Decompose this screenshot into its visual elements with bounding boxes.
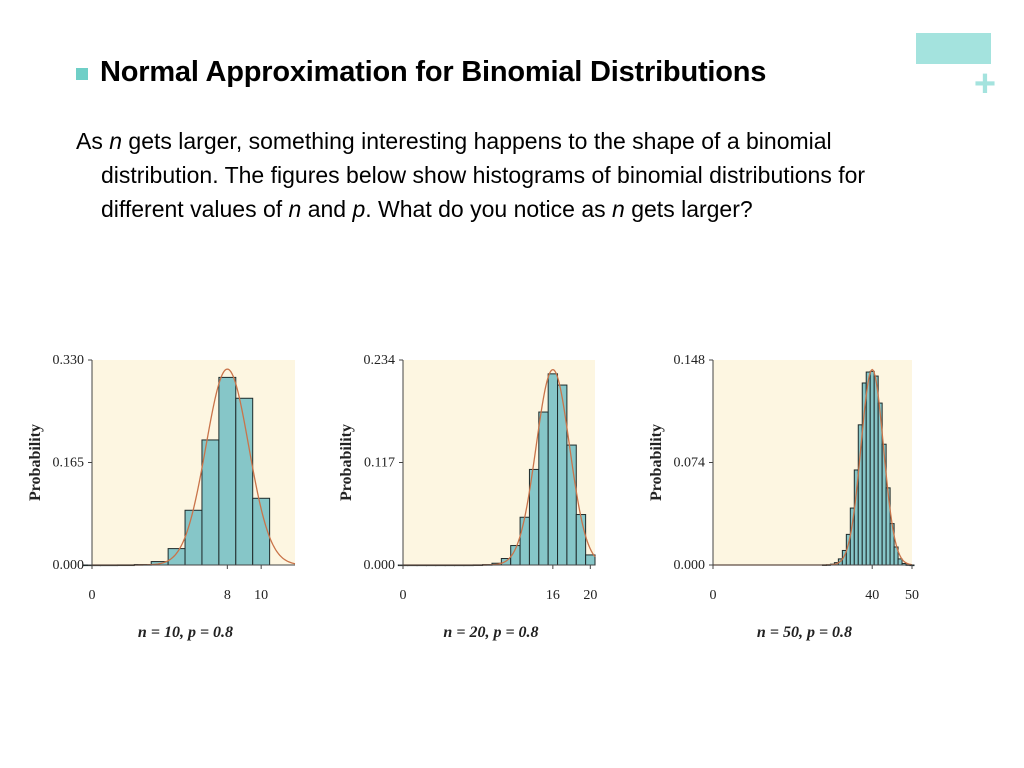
y-tick-label: 0.074 bbox=[674, 456, 706, 471]
paragraph-text: gets larger, something interesting happe… bbox=[101, 128, 866, 222]
y-tick-label: 0.000 bbox=[53, 558, 85, 573]
histogram-bar bbox=[897, 558, 903, 566]
italic-p: p bbox=[352, 196, 366, 222]
histogram-bar bbox=[557, 384, 568, 566]
x-tick-label: 16 bbox=[546, 588, 560, 603]
histogram-panel: 0.000 0.165 0.330 0 8 10 Probability n = 10, p … bbox=[0, 340, 1024, 660]
y-tick-label: 0.148 bbox=[674, 353, 706, 368]
y-tick-label: 0.165 bbox=[53, 456, 85, 471]
histogram-bar bbox=[575, 514, 587, 566]
x-tick-label: 0 bbox=[400, 588, 407, 603]
y-tick-label: 0.117 bbox=[364, 456, 395, 471]
paragraph-text: gets larger? bbox=[624, 196, 753, 222]
y-tick-label: 0.000 bbox=[674, 558, 706, 573]
histogram-bar bbox=[538, 411, 549, 566]
y-axis-label: Probability bbox=[27, 424, 44, 501]
histogram-caption: n = 10, p = 0.8 bbox=[138, 624, 233, 641]
histogram-1: 0.000 0.165 0.330 0 8 10 Probability n = 10, p … bbox=[27, 353, 296, 641]
plus-icon: + bbox=[973, 63, 997, 105]
paragraph-text: . What do you notice as bbox=[365, 196, 613, 222]
histogram-bar bbox=[547, 373, 559, 566]
histogram-bar bbox=[885, 487, 891, 566]
paragraph-text: As bbox=[76, 128, 110, 154]
slide-title-row: Normal Approximation for Binomial Distri… bbox=[76, 52, 936, 92]
histogram-bar bbox=[585, 554, 596, 566]
y-tick-label: 0.234 bbox=[364, 353, 396, 368]
histogram-bar bbox=[201, 439, 220, 566]
x-tick-label: 50 bbox=[905, 588, 919, 603]
histogram-bar bbox=[869, 370, 875, 566]
x-tick-label: 20 bbox=[583, 588, 597, 603]
histogram-bar bbox=[865, 371, 871, 566]
y-axis-label: Probability bbox=[648, 424, 665, 501]
x-tick-label: 0 bbox=[89, 588, 96, 603]
y-tick-label: 0.330 bbox=[53, 353, 85, 368]
y-axis-label: Probability bbox=[338, 424, 355, 501]
histogram-3: 0.000 0.074 0.148 0 40 50 Probability n = 50, p… bbox=[648, 353, 919, 641]
y-tick-label: 0.000 bbox=[364, 558, 396, 573]
x-tick-label: 10 bbox=[254, 588, 268, 603]
italic-n: n bbox=[288, 196, 302, 222]
histogram-bar bbox=[184, 509, 203, 566]
histogram-caption: n = 20, p = 0.8 bbox=[443, 624, 538, 641]
histogram-bar bbox=[873, 375, 879, 566]
paragraph-text: and bbox=[301, 196, 353, 222]
histogram-bar bbox=[167, 548, 186, 566]
histogram-bar bbox=[519, 516, 530, 566]
histograms-svg: 0.000 0.165 0.330 0 8 10 Probability n = 10, p … bbox=[27, 353, 919, 641]
corner-accent-block bbox=[916, 33, 991, 64]
x-tick-label: 8 bbox=[224, 588, 231, 603]
histogram-bar bbox=[218, 376, 237, 566]
slide-title: Normal Approximation for Binomial Distri… bbox=[100, 55, 767, 88]
histogram-2: 0.000 0.117 0.234 0 16 20 Probability n = 20, p… bbox=[338, 353, 597, 641]
square-bullet-icon bbox=[76, 68, 88, 80]
italic-n: n bbox=[109, 128, 123, 154]
x-tick-label: 40 bbox=[865, 588, 879, 603]
x-tick-label: 0 bbox=[710, 588, 717, 603]
body-paragraph: As n gets larger, something interesting … bbox=[76, 124, 951, 226]
histogram-caption: n = 50, p = 0.8 bbox=[757, 624, 852, 641]
italic-n: n bbox=[612, 196, 625, 222]
